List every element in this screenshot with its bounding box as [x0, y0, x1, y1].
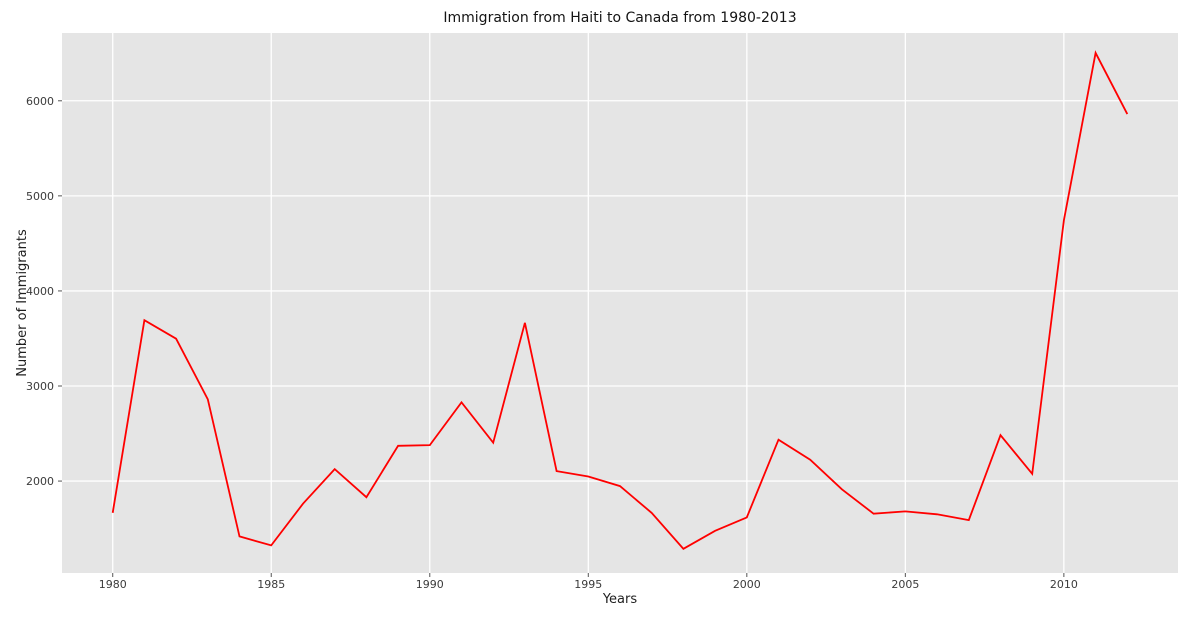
plot-layer: 1980 1985 1990 1995 2000 2005 2010 2000 3000 4000…: [26, 33, 1178, 591]
y-tick-label: 4000: [26, 285, 54, 298]
x-tick-label: 2005: [891, 578, 919, 591]
y-tick-label: 5000: [26, 190, 54, 203]
x-tick-label: 1995: [574, 578, 602, 591]
x-tick-label: 2000: [733, 578, 761, 591]
y-axis-label: Number of Immigrants: [15, 229, 30, 377]
y-tick-label: 2000: [26, 475, 54, 488]
plot-background: [62, 33, 1178, 573]
y-tick-label: 6000: [26, 95, 54, 108]
x-tick-label: 1990: [416, 578, 444, 591]
x-axis-label: Years: [602, 592, 638, 607]
series-line-haiti: [111, 50, 1129, 550]
x-tick-label: 1980: [99, 578, 127, 591]
x-tick-label: 1985: [257, 578, 285, 591]
x-tick-label: 2010: [1050, 578, 1078, 591]
chart-title: Immigration from Haiti to Canada from 19…: [443, 10, 796, 26]
y-tick-label: 3000: [26, 380, 54, 393]
